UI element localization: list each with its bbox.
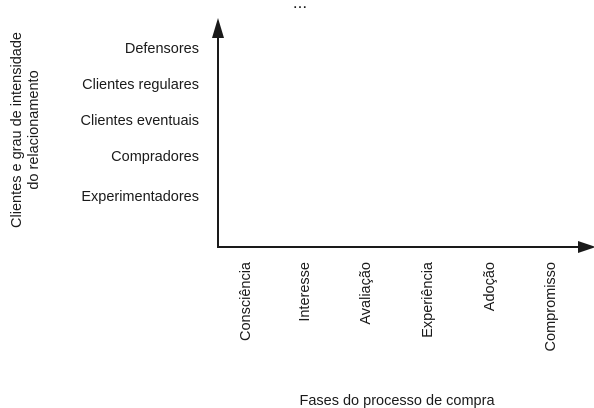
y-axis-title-line2: do relacionamento (26, 70, 42, 189)
diagram-title-fragment: ... (293, 0, 307, 12)
x-stage-compromisso: Compromisso (543, 262, 559, 351)
x-stage-interesse: Interesse (297, 262, 313, 322)
x-axis-title: Fases do processo de compra (299, 393, 495, 408)
x-stage-adocao: Adoção (482, 262, 498, 311)
y-axis-arrowhead (212, 18, 224, 38)
x-stage-consciencia: Consciência (238, 261, 254, 341)
y-level-clientes-regulares: Clientes regulares (82, 77, 199, 93)
x-axis-arrowhead (578, 241, 594, 253)
y-level-clientes-eventuais: Clientes eventuais (81, 113, 200, 129)
y-level-compradores: Compradores (111, 149, 199, 165)
y-axis-title-line1: Clientes e grau de intensidade (9, 32, 25, 228)
x-stage-experiencia: Experiência (420, 261, 436, 338)
y-level-defensores: Defensores (125, 41, 199, 57)
y-level-experimentadores: Experimentadores (81, 189, 199, 205)
x-stage-avaliacao: Avaliação (358, 262, 374, 325)
x-axis-stages: Consciência Interesse Avaliação Experiên… (238, 261, 559, 351)
y-axis-levels: Defensores Clientes regulares Clientes e… (81, 41, 200, 205)
